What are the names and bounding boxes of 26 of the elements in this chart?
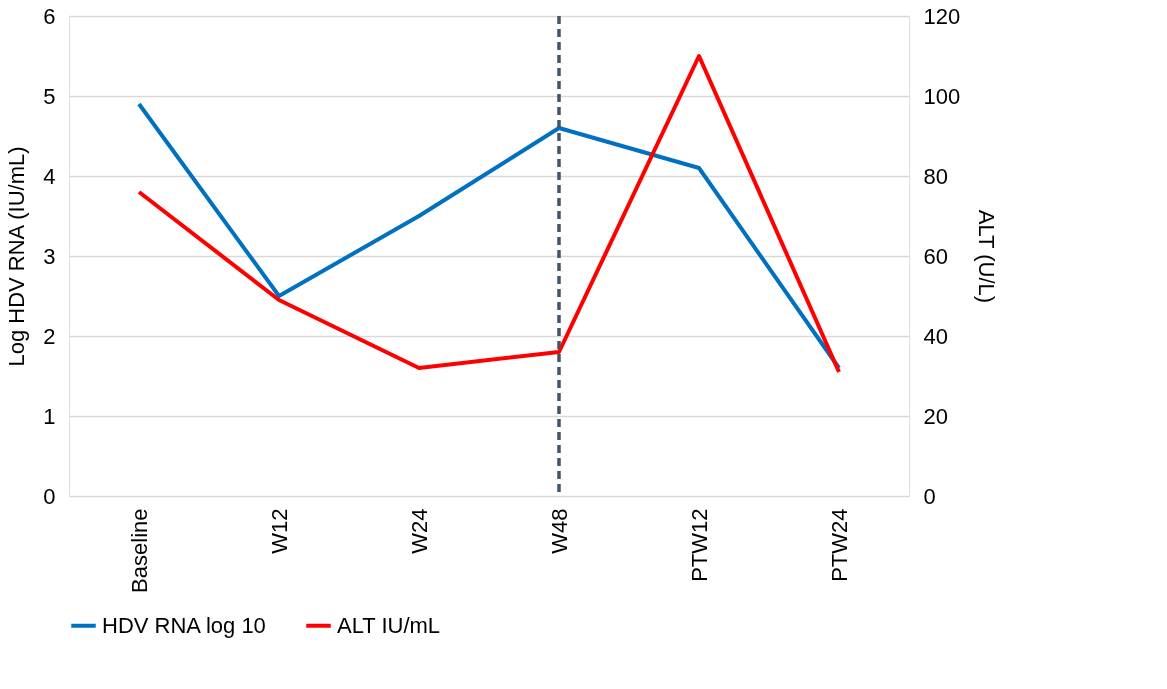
y-tick-label: 3 bbox=[43, 243, 56, 269]
y2-tick-label: 60 bbox=[923, 243, 948, 269]
y-tick-label: 4 bbox=[43, 163, 56, 189]
y2-tick-label: 40 bbox=[923, 323, 948, 349]
x-tick-label: W12 bbox=[266, 508, 292, 554]
y2-tick-label: 20 bbox=[923, 403, 948, 429]
y-tick-label: 2 bbox=[43, 323, 56, 349]
legend-label: ALT IU/mL bbox=[337, 612, 441, 638]
x-tick-label: W24 bbox=[406, 508, 432, 554]
y2-tick-label: 100 bbox=[923, 83, 961, 109]
line-series bbox=[137, 102, 841, 370]
y2-tick-label: 80 bbox=[923, 163, 948, 189]
legend-label: HDV RNA log 10 bbox=[102, 612, 266, 638]
y2-tick-label: 0 bbox=[923, 483, 936, 509]
y2-axis-title: ALT (U/L) bbox=[974, 209, 1000, 304]
line-series bbox=[137, 54, 841, 374]
y-tick-label: 5 bbox=[43, 83, 56, 109]
y-tick-label: 6 bbox=[43, 3, 56, 29]
x-tick-label: W48 bbox=[546, 508, 572, 554]
x-tick-label: Baseline bbox=[126, 508, 152, 593]
y-tick-label: 1 bbox=[43, 403, 56, 429]
y2-tick-label: 120 bbox=[923, 3, 961, 29]
x-tick-label: PTW24 bbox=[826, 508, 852, 582]
y-tick-label: 0 bbox=[43, 483, 56, 509]
x-tick-label: PTW12 bbox=[686, 508, 712, 582]
y-axis-title: Log HDV RNA (IU/mL) bbox=[4, 146, 30, 367]
